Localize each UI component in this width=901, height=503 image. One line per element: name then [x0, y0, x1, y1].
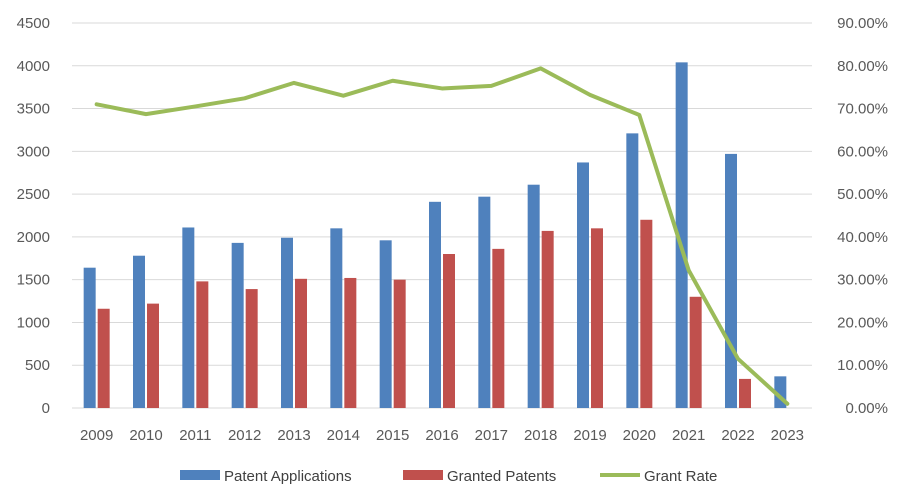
legend-item-granted-patents: Granted Patents	[403, 468, 556, 485]
left-tick-label: 4500	[17, 15, 50, 32]
x-axis-ticks: 2009 2010 2011 2012 2013 2014 2015 2016 2017 2018…	[80, 427, 804, 444]
granted-patents-bar	[443, 254, 455, 408]
right-tick-label: 50.00%	[837, 186, 888, 203]
granted-patents-bar	[541, 230, 554, 408]
legend-label: Grant Rate	[644, 468, 717, 485]
left-tick-label: 3500	[17, 101, 50, 118]
x-tick-label: 2022	[721, 427, 754, 444]
legend-item-patent-applications: Patent Applications	[180, 468, 352, 485]
left-tick-label: 1500	[17, 272, 50, 289]
x-tick-label: 2017	[475, 427, 508, 444]
x-tick-label: 2014	[327, 427, 360, 444]
granted-patents-bar	[97, 308, 110, 408]
right-tick-label: 90.00%	[837, 15, 888, 32]
x-tick-label: 2013	[277, 427, 310, 444]
x-tick-label: 2021	[672, 427, 705, 444]
granted-patents-bar	[689, 296, 702, 408]
x-tick-label: 2016	[425, 427, 458, 444]
granted-patents-bar	[492, 248, 505, 408]
x-tick-label: 2012	[228, 427, 261, 444]
line-layer	[94, 66, 790, 406]
right-tick-label: 20.00%	[837, 314, 888, 331]
right-tick-label: 30.00%	[837, 272, 888, 289]
x-tick-label: 2015	[376, 427, 409, 444]
left-tick-label: 2500	[17, 186, 50, 203]
granted-patents-bar	[245, 289, 258, 408]
legend-label: Patent Applications	[224, 468, 352, 485]
x-tick-label: 2009	[80, 427, 113, 444]
legend: Patent Applications Granted Patents Grant …	[180, 468, 717, 485]
patent-applications-bar	[478, 196, 491, 408]
granted-patents-bar	[196, 281, 209, 408]
patent-applications-bar	[379, 240, 392, 408]
left-tick-label: 0	[42, 400, 50, 417]
x-tick-label: 2023	[771, 427, 804, 444]
legend-swatch	[180, 470, 220, 480]
patent-applications-bar	[429, 201, 441, 408]
patent-applications-bar	[675, 62, 688, 408]
granted-patents-bar	[393, 279, 406, 408]
x-tick-label: 2010	[129, 427, 162, 444]
patent-applications-bar	[330, 228, 343, 408]
patent-applications-bar	[231, 242, 244, 408]
right-tick-label: 10.00%	[837, 357, 888, 374]
right-axis-ticks: 0.00% 10.00% 20.00% 30.00% 40.00% 50.00% 60.00…	[837, 15, 888, 417]
legend-swatch	[403, 470, 443, 480]
grid-layer	[72, 22, 812, 409]
left-tick-label: 500	[25, 357, 50, 374]
granted-patents-bar	[640, 219, 653, 408]
bars-layer	[83, 62, 787, 408]
patent-applications-bar	[626, 133, 639, 408]
left-tick-label: 2000	[17, 229, 50, 246]
x-tick-label: 2019	[573, 427, 606, 444]
right-tick-label: 40.00%	[837, 229, 888, 246]
patent-applications-bar	[281, 237, 293, 408]
left-tick-label: 3000	[17, 143, 50, 160]
left-tick-label: 4000	[17, 58, 50, 75]
granted-patents-bar	[591, 228, 603, 408]
left-tick-label: 1000	[17, 314, 50, 331]
patent-applications-bar	[577, 162, 589, 408]
patent-applications-bar	[133, 255, 145, 408]
granted-patents-bar	[147, 303, 159, 408]
x-tick-label: 2018	[524, 427, 557, 444]
x-tick-label: 2011	[179, 427, 211, 444]
right-tick-label: 80.00%	[837, 58, 888, 75]
patent-applications-bar	[725, 153, 737, 408]
patent-applications-bar	[182, 227, 195, 408]
patent-applications-bar	[83, 267, 96, 408]
granted-patents-bar	[739, 378, 751, 408]
granted-patents-bar	[344, 277, 357, 408]
legend-label: Granted Patents	[447, 468, 556, 485]
x-tick-label: 2020	[623, 427, 656, 444]
right-tick-label: 0.00%	[845, 400, 888, 417]
granted-patents-bar	[295, 278, 307, 408]
patent-applications-bar	[527, 184, 540, 408]
legend-item-grant-rate: Grant Rate	[600, 468, 717, 485]
right-tick-label: 70.00%	[837, 101, 888, 118]
left-axis-ticks: 0 500 1000 1500 2000 2500 3000 3500 4000 4500	[17, 15, 50, 417]
right-tick-label: 60.00%	[837, 143, 888, 160]
